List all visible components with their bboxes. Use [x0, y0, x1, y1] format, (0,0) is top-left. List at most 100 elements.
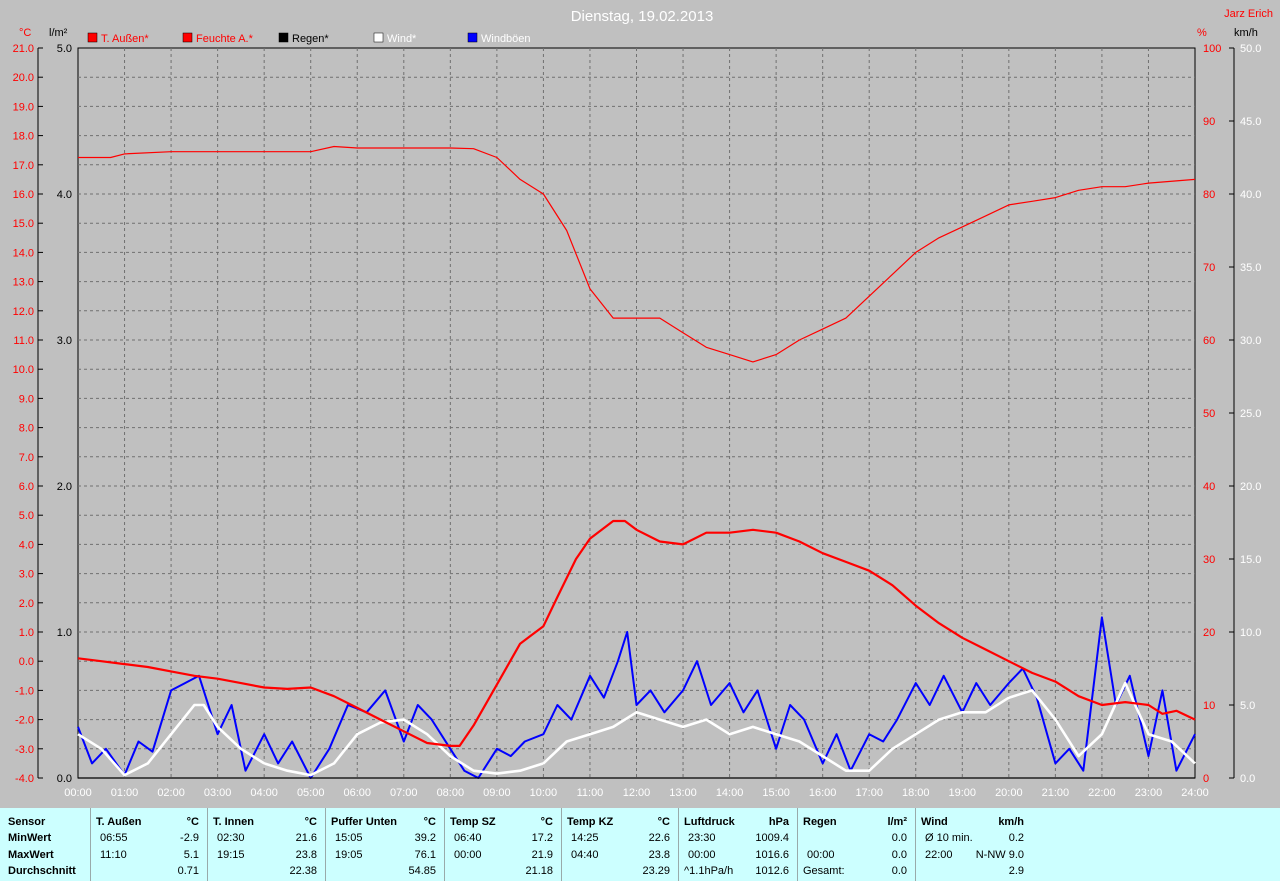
min-time: 23:30	[688, 832, 716, 844]
x-tick-label: 20:00	[995, 787, 1023, 799]
x-tick-label: 04:00	[250, 787, 278, 799]
x-tick-label: 10:00	[530, 787, 558, 799]
min-value: 0.2	[1008, 832, 1024, 844]
rain-tick-label: 2.0	[57, 481, 72, 493]
max-value: N-NW 9.0	[975, 849, 1024, 861]
wind-unit-label: km/h	[1234, 27, 1258, 39]
x-tick-label: 21:00	[1042, 787, 1070, 799]
weather-chart: Dienstag, 19.02.2013 Jarz Erich °C l/m² …	[13, 8, 1273, 799]
x-tick-label: 05:00	[297, 787, 325, 799]
stats-column	[561, 808, 677, 881]
wind-tick-label: 35.0	[1240, 262, 1261, 274]
legend-swatch	[373, 32, 384, 43]
column-unit: l/m²	[887, 816, 907, 828]
temp-tick-label: 14.0	[13, 247, 34, 259]
min-value: 0.0	[891, 832, 907, 844]
max-time: 00:00	[454, 849, 482, 861]
series-line-feuchte-a	[78, 145, 1196, 363]
temp-tick-label: 2.0	[19, 598, 34, 610]
x-tick-label: 23:00	[1135, 787, 1163, 799]
chart-title: Dienstag, 19.02.2013	[571, 8, 714, 25]
temp-tick-label: 7.0	[19, 452, 34, 464]
max-value: 76.1	[414, 849, 436, 861]
column-title: T. Innen	[213, 816, 254, 828]
avg-value: 2.9	[1008, 865, 1024, 877]
x-tick-label: 14:00	[716, 787, 744, 799]
legend-label: T. Außen*	[101, 33, 149, 45]
temp-tick-label: 8.0	[19, 423, 34, 435]
x-tick-label: 12:00	[623, 787, 651, 799]
x-tick-label: 13:00	[669, 787, 697, 799]
temp-unit-label: °C	[19, 27, 31, 39]
wind-tick-label: 40.0	[1240, 189, 1261, 201]
temp-tick-label: 21.0	[13, 43, 34, 55]
column-unit: °C	[657, 816, 670, 828]
wind-tick-label: 30.0	[1240, 335, 1261, 347]
wind-tick-label: 50.0	[1240, 43, 1261, 55]
avg-label: Gesamt:	[803, 865, 845, 877]
min-value: 1009.4	[755, 832, 789, 844]
temp-tick-label: 5.0	[19, 510, 34, 522]
temp-tick-label: 13.0	[13, 277, 34, 289]
column-title: Wind	[921, 816, 948, 828]
humidity-tick-label: 90	[1203, 116, 1215, 128]
temp-tick-label: 1.0	[19, 627, 34, 639]
temp-tick-label: 3.0	[19, 569, 34, 581]
stats-column	[678, 808, 796, 881]
humidity-tick-label: 50	[1203, 408, 1215, 420]
author-label: Jarz Erich	[1224, 8, 1273, 20]
avg-value: 54.85	[408, 865, 436, 877]
stats-column	[207, 808, 324, 881]
legend-label: Windböen	[481, 33, 531, 45]
temp-tick-label: 17.0	[13, 160, 34, 172]
legend-label: Wind*	[387, 33, 417, 45]
series-lines	[77, 145, 1196, 779]
humidity-tick-label: 70	[1203, 262, 1215, 274]
temp-tick-label: -2.0	[15, 715, 34, 727]
humidity-tick-label: 0	[1203, 773, 1209, 785]
rain-unit-label: l/m²	[49, 27, 68, 39]
stats-column	[325, 808, 443, 881]
legend-swatch	[278, 32, 289, 43]
humidity-tick-label: 60	[1203, 335, 1215, 347]
x-tick-label: 07:00	[390, 787, 418, 799]
column-title: T. Außen	[96, 816, 142, 828]
column-title: Puffer Unten	[331, 816, 397, 828]
min-time: 06:55	[100, 832, 128, 844]
temp-tick-label: 15.0	[13, 218, 34, 230]
humidity-unit-label: %	[1197, 27, 1207, 39]
wind-tick-label: 15.0	[1240, 554, 1261, 566]
max-time: 19:05	[335, 849, 363, 861]
column-unit: °C	[186, 816, 199, 828]
temp-tick-label: 0.0	[19, 656, 34, 668]
humidity-tick-label: 10	[1203, 700, 1215, 712]
stats-column	[90, 808, 206, 881]
column-unit: °C	[540, 816, 553, 828]
rain-tick-label: 5.0	[57, 43, 72, 55]
max-time: 19:15	[217, 849, 245, 861]
rain-tick-label: 1.0	[57, 627, 72, 639]
temp-tick-label: -3.0	[15, 744, 34, 756]
column-title: Regen	[803, 816, 837, 828]
stats-column	[915, 808, 1031, 881]
humidity-tick-label: 40	[1203, 481, 1215, 493]
wind-tick-label: 45.0	[1240, 116, 1261, 128]
max-time: 00:00	[688, 849, 716, 861]
min-value: 22.6	[648, 832, 670, 844]
max-value: 1016.6	[755, 849, 789, 861]
rain-tick-label: 0.0	[57, 773, 72, 785]
rain-tick-label: 4.0	[57, 189, 72, 201]
min-time: Ø 10 min.	[925, 832, 973, 844]
avg-label: ^1.1hPa/h	[684, 865, 734, 877]
min-value: 39.2	[414, 832, 436, 844]
stats-column	[797, 808, 914, 881]
temp-tick-label: -1.0	[15, 685, 34, 697]
row-label: MaxWert	[8, 849, 54, 861]
temp-tick-label: -4.0	[15, 773, 34, 785]
temp-tick-label: 19.0	[13, 101, 34, 113]
axes: -4.0 -3.0 -2.0 -1.0 0.0 1.0 2.0 3.0 4.0 5.0 6.0 7.0…	[13, 43, 1262, 799]
wind-tick-label: 5.0	[1240, 700, 1255, 712]
legend: T. Außen* Feuchte A.* Regen* Wind* Windböen	[87, 32, 531, 45]
rain-tick-label: 3.0	[57, 335, 72, 347]
row-label: Durchschnitt	[8, 865, 76, 877]
